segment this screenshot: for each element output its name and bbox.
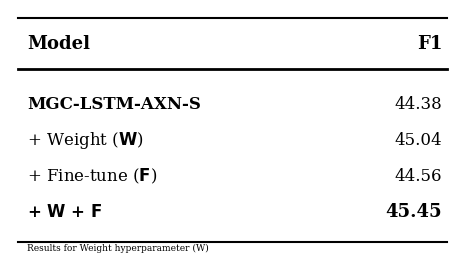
Text: + $\mathbf{W}$ + $\mathbf{F}$: + $\mathbf{W}$ + $\mathbf{F}$: [27, 204, 103, 221]
Text: 44.56: 44.56: [394, 168, 441, 185]
Text: 45.04: 45.04: [394, 132, 441, 149]
Text: 44.38: 44.38: [394, 97, 441, 113]
Text: Model: Model: [27, 35, 90, 52]
Text: Results for Weight hyperparameter (W): Results for Weight hyperparameter (W): [27, 244, 209, 253]
Text: MGC-LSTM-AXN-S: MGC-LSTM-AXN-S: [27, 97, 201, 113]
Text: F1: F1: [416, 35, 441, 52]
Text: + Weight ($\mathbf{W}$): + Weight ($\mathbf{W}$): [27, 130, 144, 151]
Text: + Fine-tune ($\mathbf{F}$): + Fine-tune ($\mathbf{F}$): [27, 167, 157, 186]
Text: 45.45: 45.45: [385, 204, 441, 221]
